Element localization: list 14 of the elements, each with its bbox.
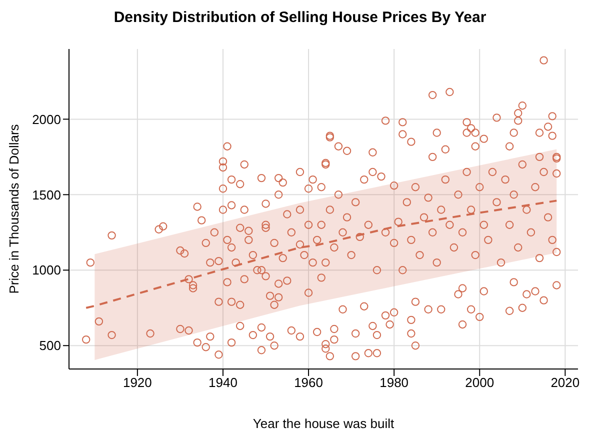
x-tick-label: 1980 [380,375,409,390]
y-tick-label: 1000 [32,262,61,278]
y-axis-title: Price in Thousands of Dollars [6,124,22,294]
x-tick-label: 1920 [122,375,152,390]
line-series [85,200,558,309]
y-tick-label: 500 [39,338,61,354]
x-tick-label: 1940 [208,375,238,390]
y-tick-label: 1500 [32,187,61,202]
x-tick-label: 2000 [465,375,494,390]
y-tick-label: 2000 [32,112,61,127]
chart-title: Density Distribution of Selling House Prices By Year [112,9,488,26]
x-tick-label: 2020 [550,375,580,390]
x-axis-title: Year the house was built [252,416,396,431]
x-tick-label: 1960 [294,375,323,390]
